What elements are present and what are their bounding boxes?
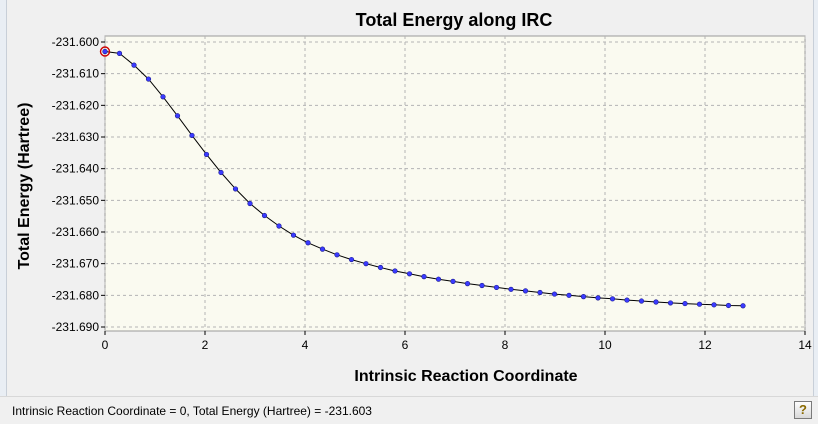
x-axis-ticks: 0 2 4 6 8 10 12 14 [102, 331, 812, 352]
x-tick-label: 6 [402, 338, 409, 352]
data-point[interactable] [305, 240, 311, 246]
data-point[interactable] [160, 94, 166, 100]
data-point[interactable] [276, 223, 282, 229]
data-point[interactable] [145, 76, 152, 82]
data-point[interactable] [740, 303, 746, 309]
data-point[interactable] [247, 200, 253, 207]
data-point[interactable] [682, 300, 688, 307]
data-point[interactable] [392, 268, 398, 274]
data-point[interactable] [450, 278, 456, 285]
x-tick-label: 4 [302, 338, 309, 352]
grid-lines [104, 36, 806, 331]
y-tick-label: -231.650 [52, 193, 100, 207]
data-point[interactable] [116, 50, 123, 57]
y-axis-label: Total Energy (Hartree) [16, 103, 33, 270]
window-frame-right [813, 0, 818, 396]
data-point[interactable] [609, 296, 616, 302]
data-point[interactable] [653, 299, 659, 305]
data-point[interactable] [638, 298, 645, 304]
irc-chart[interactable]: Total Energy along IRC -231.600-231.610-… [7, 0, 813, 396]
data-point[interactable] [363, 261, 369, 267]
x-tick-label: 12 [698, 338, 712, 352]
x-tick-label: 14 [798, 338, 812, 352]
data-point[interactable] [174, 113, 181, 119]
x-tick-label: 0 [102, 338, 109, 352]
data-markers [102, 48, 746, 309]
data-point[interactable] [131, 62, 137, 68]
data-point[interactable] [551, 291, 558, 297]
status-text: Intrinsic Reaction Coordinate = 0, Total… [12, 404, 372, 418]
x-tick-label: 10 [598, 338, 612, 352]
data-point[interactable] [479, 282, 485, 289]
data-point[interactable] [493, 284, 500, 291]
data-point[interactable] [537, 289, 543, 296]
chart-area[interactable]: Total Energy along IRC -231.600 -231.610-… [7, 0, 813, 396]
x-tick-label: 8 [502, 338, 509, 352]
data-point[interactable] [203, 151, 210, 158]
data-point[interactable] [595, 295, 601, 301]
data-point[interactable] [102, 48, 108, 55]
data-point[interactable] [508, 286, 514, 292]
data-point[interactable] [566, 292, 572, 298]
x-axis-label: Intrinsic Reaction Coordinate [354, 368, 577, 385]
data-point[interactable] [667, 300, 674, 306]
data-point[interactable] [711, 302, 717, 308]
data-point[interactable] [348, 256, 355, 263]
y-tick-label: -231.620 [52, 98, 100, 112]
data-point[interactable] [725, 302, 732, 309]
status-bar: Intrinsic Reaction Coordinate = 0, Total… [0, 396, 818, 424]
data-point[interactable] [261, 212, 268, 219]
data-point[interactable] [421, 274, 427, 280]
data-point[interactable] [435, 276, 442, 282]
data-point[interactable] [319, 246, 326, 252]
data-point[interactable] [406, 271, 413, 277]
y-tick-label: -231.640 [52, 162, 100, 176]
chart-title: Total Energy along IRC [356, 10, 553, 30]
x-tick-label: 2 [202, 338, 209, 352]
selected-point-ring[interactable] [99, 46, 111, 57]
y-tick-label: -231.680 [52, 288, 100, 302]
data-point[interactable] [334, 252, 340, 258]
data-point[interactable] [232, 186, 239, 192]
window-frame-left [0, 0, 7, 396]
y-tick-label: -231.610 [52, 67, 100, 81]
help-button[interactable]: ? [794, 401, 812, 419]
data-point[interactable] [290, 232, 297, 238]
y-tick-label: -231.630 [52, 130, 100, 144]
data-point[interactable] [189, 132, 195, 139]
selected-point-marker [99, 46, 111, 57]
y-axis-ticks: -231.600 -231.610 -231.620 -231.630 -231.640… [52, 35, 105, 334]
data-point[interactable] [580, 294, 587, 300]
data-point[interactable] [624, 297, 630, 303]
y-tick-label: -231.660 [52, 225, 100, 239]
y-tick-label: -231.690 [52, 320, 100, 334]
data-point[interactable] [522, 288, 529, 294]
data-point[interactable] [464, 281, 471, 287]
y-tick-label: -231.600 [52, 35, 100, 49]
y-tick-label: -231.670 [52, 257, 100, 271]
data-point[interactable] [218, 169, 224, 176]
data-point[interactable] [696, 301, 703, 307]
plot-area[interactable] [104, 35, 806, 332]
data-point[interactable] [377, 264, 384, 271]
